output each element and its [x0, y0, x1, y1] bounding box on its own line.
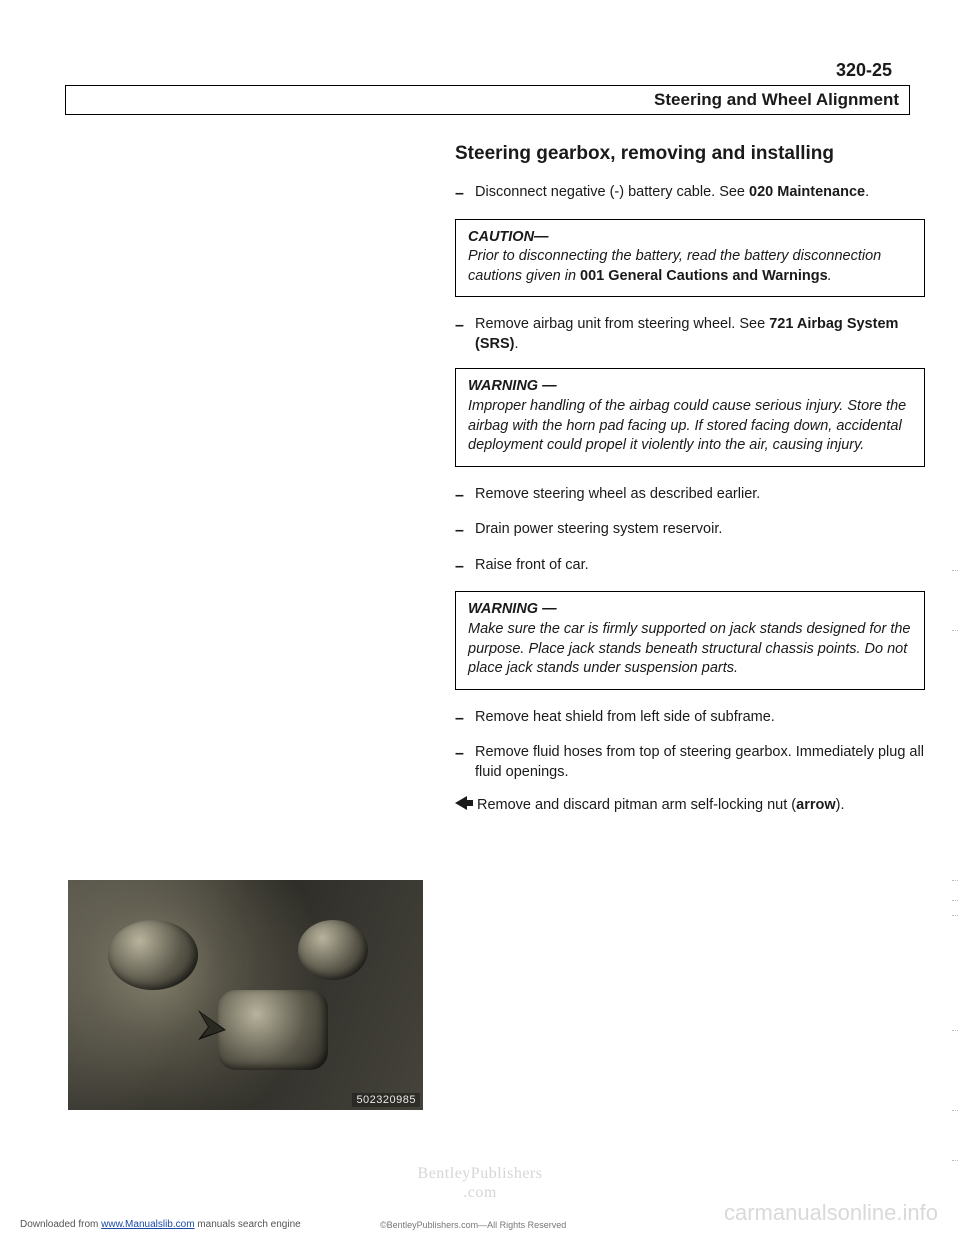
warning-box-jackstands: WARNING — Make sure the car is firmly su… — [455, 591, 925, 689]
dash-icon: – — [455, 520, 475, 542]
section-title-bar: Steering and Wheel Alignment — [65, 85, 910, 115]
text-bold: 001 General Cautions and Warnings — [580, 268, 828, 284]
dash-icon: – — [455, 485, 475, 507]
caution-box: CAUTION— Prior to disconnecting the batt… — [455, 219, 925, 298]
text: ). — [836, 797, 845, 813]
step-text: Remove steering wheel as described earli… — [475, 485, 925, 505]
step-drain-reservoir: – Drain power steering system reservoir. — [455, 520, 925, 542]
dash-icon: – — [455, 743, 475, 765]
step-text: Drain power steering system reservoir. — [475, 520, 925, 540]
warning-body: Improper handling of the airbag could ca… — [468, 397, 912, 456]
footer-copyright: ©BentleyPublishers.com—All Rights Reserv… — [380, 1220, 566, 1230]
step-text: Remove and discard pitman arm self-locki… — [477, 796, 925, 816]
step-fluid-hoses: – Remove fluid hoses from top of steerin… — [455, 743, 925, 782]
warning-title: WARNING — — [468, 600, 912, 620]
text: Remove airbag unit from steering wheel. … — [475, 316, 769, 332]
manualslib-link[interactable]: www.Manualslib.com — [101, 1219, 194, 1230]
photo-part — [108, 920, 198, 990]
dash-icon: – — [455, 708, 475, 730]
warning-box-airbag: WARNING — Improper handling of the airba… — [455, 368, 925, 466]
photo-part — [298, 920, 368, 980]
step-heat-shield: – Remove heat shield from left side of s… — [455, 708, 925, 730]
step-text: Remove heat shield from left side of sub… — [475, 708, 925, 728]
section-heading: Steering gearbox, removing and installin… — [455, 143, 925, 165]
text: BentleyPublishers — [0, 1164, 960, 1183]
photo-id-tag: 502320985 — [352, 1093, 420, 1107]
step-text: Disconnect negative (-) battery cable. S… — [475, 183, 925, 203]
footer-source: Downloaded from www.Manualslib.com manua… — [20, 1219, 301, 1230]
step-text: Remove fluid hoses from top of steering … — [475, 743, 925, 782]
dash-icon: – — [455, 556, 475, 578]
text-bold: arrow — [796, 797, 836, 813]
step-raise-car: – Raise front of car. — [455, 556, 925, 578]
step-remove-airbag: – Remove airbag unit from steering wheel… — [455, 315, 925, 354]
step-disconnect-battery: – Disconnect negative (-) battery cable.… — [455, 183, 925, 205]
page-number: 320-25 — [65, 60, 910, 81]
warning-body: Make sure the car is firmly supported on… — [468, 620, 912, 679]
dash-icon: – — [455, 183, 475, 205]
text: Disconnect negative (-) battery cable. S… — [475, 184, 749, 200]
text: Remove and discard pitman arm self-locki… — [477, 797, 796, 813]
text: manuals search engine — [195, 1219, 301, 1230]
caution-body: Prior to disconnecting the battery, read… — [468, 247, 912, 286]
photo-arrow-icon — [198, 1010, 244, 1055]
content-column: Steering gearbox, removing and installin… — [455, 143, 925, 816]
warning-title: WARNING — — [468, 377, 912, 397]
text: . — [514, 336, 518, 352]
text: . — [828, 268, 832, 284]
text: Downloaded from — [20, 1219, 101, 1230]
step-text: Remove airbag unit from steering wheel. … — [475, 315, 925, 354]
watermark-publisher: BentleyPublishers .com — [0, 1164, 960, 1202]
left-arrow-icon — [455, 796, 477, 810]
reference-photo: 502320985 — [68, 880, 423, 1110]
step-text: Raise front of car. — [475, 556, 925, 576]
dash-icon: – — [455, 315, 475, 337]
watermark-site: carmanualsonline.info — [724, 1200, 938, 1226]
text-bold: 020 Maintenance — [749, 184, 865, 200]
caution-title: CAUTION— — [468, 228, 912, 248]
step-remove-wheel: – Remove steering wheel as described ear… — [455, 485, 925, 507]
text: . — [865, 184, 869, 200]
step-pitman-arm: Remove and discard pitman arm self-locki… — [455, 796, 925, 816]
scan-edge-marks — [952, 570, 958, 1170]
